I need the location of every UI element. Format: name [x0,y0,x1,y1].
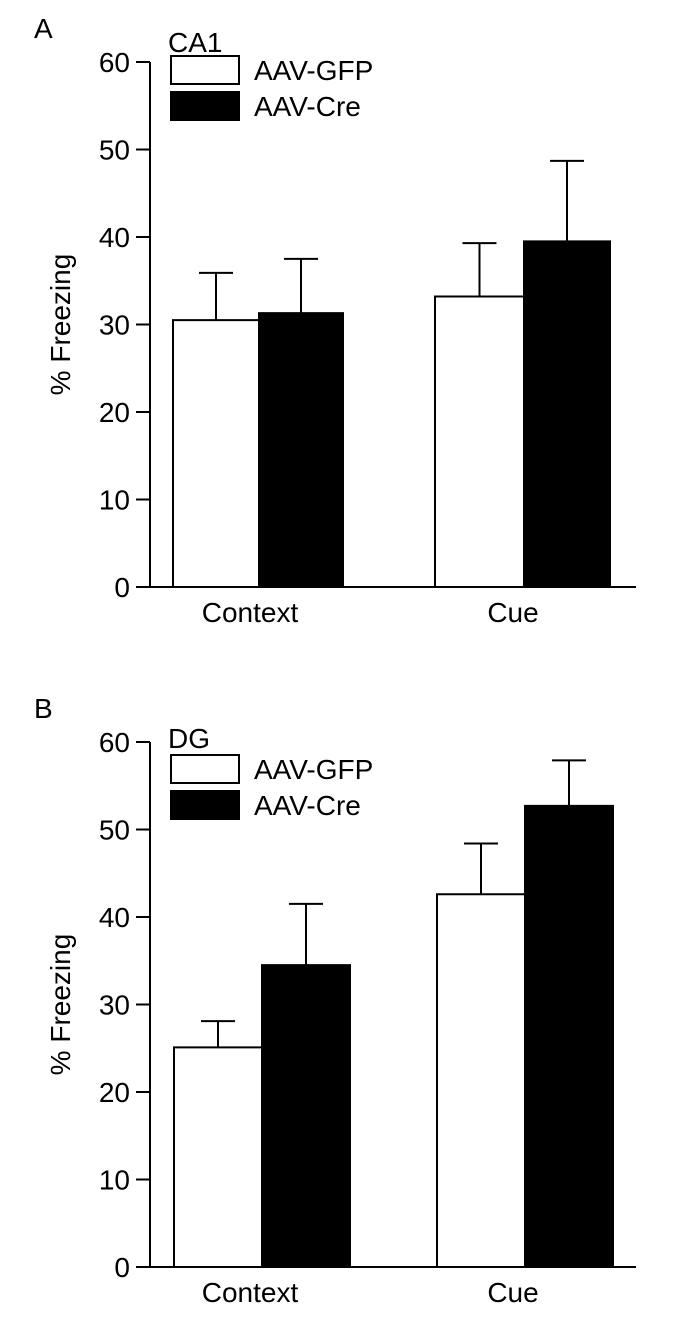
legend-label: AAV-Cre [254,91,361,122]
y-axis-label: % Freezing [45,254,76,396]
y-tick-label: 40 [99,902,130,933]
y-tick-label: 60 [99,727,130,758]
legend-label: AAV-Cre [254,790,361,821]
legend-label: AAV-GFP [254,55,373,86]
y-tick-label: 60 [99,47,130,78]
panel-title: DG [168,723,210,754]
legend-swatch [170,91,240,121]
bar-aav-cre-context [258,312,344,588]
panel-letter: A [34,13,53,44]
x-category-label: Context [202,597,299,628]
y-tick-label: 0 [114,572,130,603]
bar-aav-cre-cue [524,804,614,1268]
legend-swatch [170,790,240,820]
x-category-label: Cue [487,597,538,628]
bar-aav-gfp-cue [434,295,525,588]
y-tick-label: 40 [99,222,130,253]
bar-aav-cre-context [261,964,351,1268]
y-tick-label: 20 [99,397,130,428]
legend-swatch [170,55,240,85]
y-tick-label: 10 [99,485,130,516]
y-tick-label: 30 [99,310,130,341]
y-tick-label: 20 [99,1077,130,1108]
y-tick-label: 30 [99,990,130,1021]
panel-title: CA1 [168,27,222,58]
legend-label: AAV-GFP [254,754,373,785]
x-category-label: Cue [487,1277,538,1308]
y-axis-label: % Freezing [45,934,76,1076]
panel-a: A CA1 0 10 20 30 40 50 60 % Freezing Context Cue AAV… [34,13,636,628]
x-category-label: Context [202,1277,299,1308]
y-tick-label: 50 [99,815,130,846]
panel-b: B DG 0 10 20 30 40 50 60 % Freezing Context Cue AAV-… [34,693,636,1308]
bar-aav-gfp-cue [436,893,526,1268]
bar-aav-gfp-context [172,319,260,588]
legend-swatch [170,754,240,784]
panel-letter: B [34,693,53,724]
y-tick-label: 50 [99,135,130,166]
y-tick-label: 0 [114,1252,130,1283]
bar-aav-cre-cue [523,240,611,588]
y-tick-label: 10 [99,1165,130,1196]
bar-aav-gfp-context [173,1046,263,1268]
